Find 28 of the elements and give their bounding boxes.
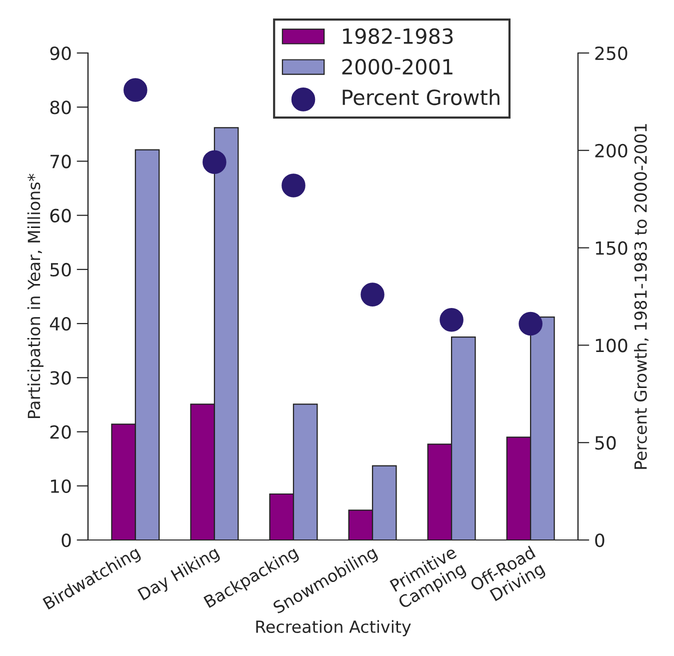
y-tick-label: 50 xyxy=(50,262,71,277)
y-tick-label: 70 xyxy=(50,154,71,168)
y2-tick-label: 150 xyxy=(596,241,628,255)
legend-label: 1982-1983 xyxy=(343,28,453,44)
y-tick-label: 40 xyxy=(50,317,71,331)
y-tick-label: 80 xyxy=(50,100,71,114)
y2-tick-label: 200 xyxy=(595,144,628,158)
point xyxy=(202,150,226,174)
y2-tick-label: 50 xyxy=(595,436,616,450)
point xyxy=(440,308,464,332)
y2-tick-label: 0 xyxy=(595,533,604,548)
point xyxy=(360,282,384,306)
point xyxy=(518,312,542,336)
y-tick-label: 20 xyxy=(50,425,71,439)
point xyxy=(282,174,306,198)
legend-label: Percent Growth xyxy=(342,89,500,106)
y-tick-label: 30 xyxy=(50,371,71,385)
y-axis-title: Participation in Year, Millions* xyxy=(27,174,44,418)
legend-label: 2000-2001 xyxy=(342,58,452,75)
y-tick-label: 0 xyxy=(62,533,71,548)
y-tick-label: 60 xyxy=(50,208,71,222)
y2-tick-label: 100 xyxy=(596,338,628,352)
y-tick-label: 10 xyxy=(51,479,71,494)
y2-tick-label: 250 xyxy=(595,46,628,60)
y2-axis-title: Percent Growth, 1981-1983 to 2000-2001 xyxy=(634,124,649,469)
y-tick-label: 90 xyxy=(50,46,71,60)
point xyxy=(124,78,148,102)
x-axis-title: Recreation Activity xyxy=(256,620,411,636)
